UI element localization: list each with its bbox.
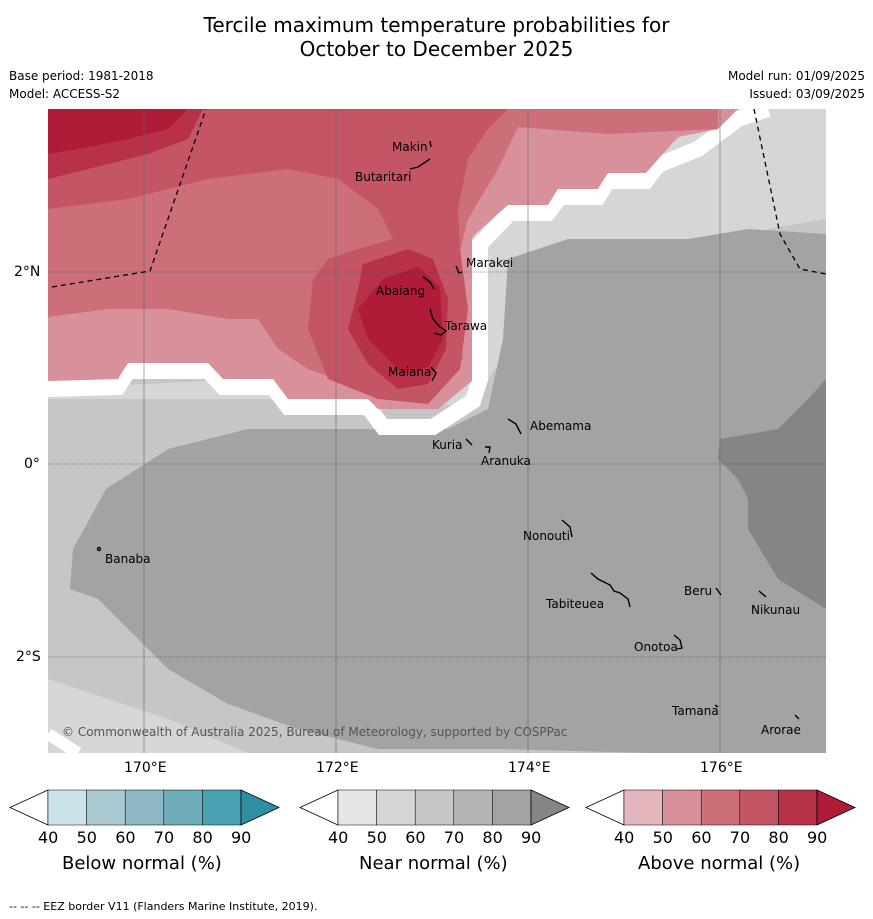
colorbar-tick-label: 70: [729, 828, 751, 847]
colorbar-tick-label: 80: [192, 828, 213, 847]
colorbar-tick-label: 50: [652, 828, 673, 847]
colorbar-swatch: [124, 789, 165, 826]
colorbar-tick-label: 40: [614, 828, 635, 847]
colorbar-max-extend: [240, 789, 280, 826]
base-period: Base period: 1981-2018: [9, 69, 154, 83]
colorbar-swatch: [700, 789, 741, 826]
lat-label: 2°N: [14, 264, 41, 280]
colorbar-tick-label: 80: [482, 828, 503, 847]
lon-gridlines: [143, 109, 721, 753]
near-normal-50-lower: [48, 679, 248, 753]
colorbar-tick-label: 60: [115, 828, 136, 847]
near-normal-80-region: [718, 379, 826, 609]
colorbar-tick-label: 70: [443, 828, 465, 847]
colorbar-near-normal: [299, 789, 570, 826]
colorbar-tick-label: 60: [405, 828, 426, 847]
colorbar-tick-label: 90: [231, 828, 252, 847]
map-title-line2: October to December 2025: [299, 37, 574, 61]
boundary-gap-lower: [48, 728, 82, 753]
colorbar-tick-label: 90: [807, 828, 828, 847]
above-normal-90-region: [48, 109, 443, 374]
island-outlines: [96, 140, 800, 720]
place-label: Nonouti: [523, 529, 570, 543]
colorbars: [9, 789, 856, 826]
lon-label: 174°E: [508, 760, 551, 776]
colorbar-title-below: Below normal (%): [62, 853, 222, 874]
colorbar-swatch: [739, 789, 779, 826]
issued-date: Issued: 03/09/2025: [749, 87, 865, 101]
boundary-gap: [48, 109, 771, 435]
lon-label: 176°E: [700, 760, 743, 776]
eez-footnote: -- -- -- EEZ border V11 (Flanders Marine…: [9, 900, 318, 913]
colorbar-swatch: [623, 789, 663, 826]
colorbar-swatch: [86, 789, 126, 826]
colorbar-tick-label: 50: [366, 828, 387, 847]
place-label: Maiana: [388, 365, 431, 379]
near-normal-70-region: [70, 229, 826, 753]
lon-label: 170°E: [124, 760, 167, 776]
colorbar-swatch: [662, 789, 702, 826]
colorbar-swatch: [47, 789, 87, 826]
colorbar-max-extend: [530, 789, 570, 826]
place-labels: Makin Butaritari Marakei Abaiang Tarawa …: [105, 140, 801, 737]
lon-label: 172°E: [316, 760, 359, 776]
place-label: Banaba: [105, 552, 151, 566]
place-label: Arorae: [761, 723, 801, 737]
place-label: Butaritari: [355, 170, 412, 184]
colorbar-swatch: [778, 789, 818, 826]
colorbar-tick-label: 80: [768, 828, 789, 847]
colorbar-tick-label: 60: [691, 828, 712, 847]
place-label: Beru: [684, 584, 712, 598]
colorbar-title-near: Near normal (%): [359, 853, 508, 874]
place-label: Abaiang: [376, 284, 425, 298]
copyright-notice: © Commonwealth of Australia 2025, Bureau…: [62, 725, 567, 739]
colorbar-swatch: [492, 789, 532, 826]
colorbar-title-above: Above normal (%): [638, 853, 801, 874]
place-label: Tabiteuea: [545, 597, 604, 611]
colorbar-tick-label: 70: [153, 828, 175, 847]
place-label: Tamana: [671, 704, 719, 718]
probability-map: Makin Butaritari Marakei Abaiang Tarawa …: [48, 109, 826, 753]
colorbar-min-extend: [299, 789, 339, 826]
place-label: Aranuka: [481, 454, 531, 468]
colorbar-tick-label: 40: [38, 828, 59, 847]
colorbar-tick-label: 40: [328, 828, 349, 847]
place-label: Marakei: [466, 256, 513, 270]
colorbar-swatch: [163, 789, 203, 826]
colorbar-swatch: [337, 789, 377, 826]
lat-label: 0°: [24, 456, 40, 472]
colorbar-swatch: [453, 789, 493, 826]
colorbar-max-extend: [816, 789, 856, 826]
place-label: Nikunau: [751, 603, 800, 617]
colorbar-tick-label: 50: [76, 828, 97, 847]
place-label: Abemama: [530, 419, 591, 433]
place-label: Onotoa: [634, 640, 678, 654]
colorbar-tick-label: 90: [521, 828, 542, 847]
colorbar-min-extend: [585, 789, 625, 826]
colorbar-swatch: [376, 789, 416, 826]
place-label: Tarawa: [444, 319, 487, 333]
colorbar-swatch: [414, 789, 455, 826]
place-label: Makin: [392, 140, 428, 154]
colorbar-above-normal: [585, 789, 856, 826]
eez-border: [51, 109, 826, 288]
lat-gridlines: [48, 271, 826, 658]
colorbar-swatch: [202, 789, 242, 826]
map-title-line1: Tercile maximum temperature probabilitie…: [203, 13, 670, 37]
lat-label: 2°S: [16, 649, 41, 665]
model-run: Model run: 01/09/2025: [727, 69, 865, 83]
colorbar-below-normal: [9, 789, 280, 826]
colorbar-min-extend: [9, 789, 49, 826]
model-name: Model: ACCESS-S2: [9, 87, 121, 101]
place-label: Kuria: [432, 438, 463, 452]
